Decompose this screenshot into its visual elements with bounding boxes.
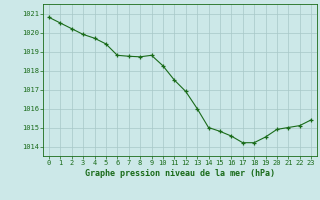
X-axis label: Graphe pression niveau de la mer (hPa): Graphe pression niveau de la mer (hPa) bbox=[85, 169, 275, 178]
